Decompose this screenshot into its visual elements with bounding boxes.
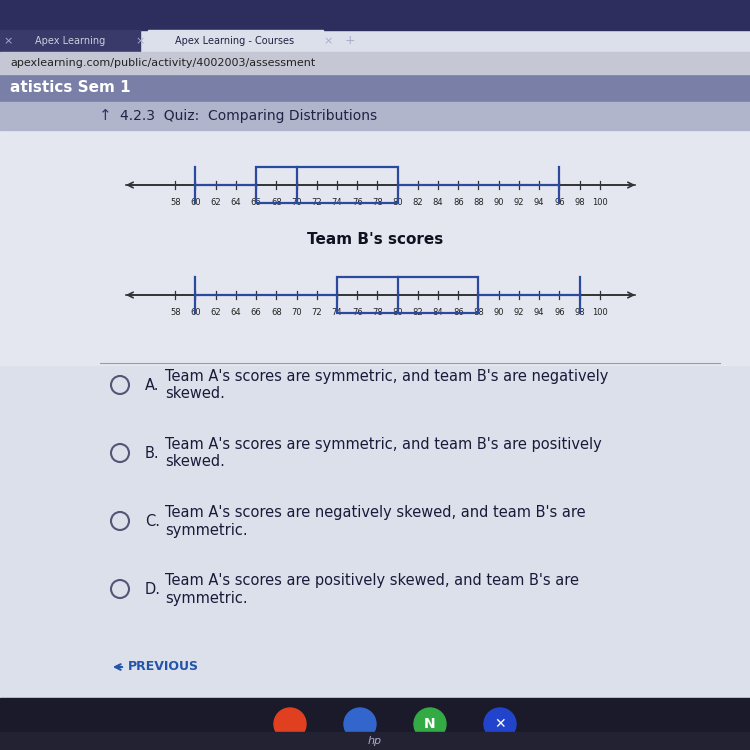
Text: 70: 70 [291, 198, 302, 207]
Text: Team A's scores are negatively skewed, and team B's are: Team A's scores are negatively skewed, a… [165, 506, 586, 520]
Text: atistics Sem 1: atistics Sem 1 [10, 80, 130, 95]
Text: 94: 94 [534, 308, 544, 317]
Text: ×: × [323, 36, 333, 46]
Text: Team A's scores are positively skewed, and team B's are: Team A's scores are positively skewed, a… [165, 574, 579, 589]
Text: symmetric.: symmetric. [165, 590, 248, 605]
Text: ✕: ✕ [494, 717, 506, 731]
Text: 76: 76 [352, 308, 362, 317]
Text: 4.2.3  Quiz:  Comparing Distributions: 4.2.3 Quiz: Comparing Distributions [120, 109, 377, 123]
Bar [256, 167, 398, 203]
Text: 66: 66 [251, 308, 262, 317]
Text: D.: D. [145, 581, 161, 596]
Text: B.: B. [145, 446, 160, 460]
Bar [148, 30, 323, 52]
Text: Apex Learning - Courses: Apex Learning - Courses [176, 36, 295, 46]
Text: Team A's scores are symmetric, and team B's are negatively: Team A's scores are symmetric, and team … [165, 370, 608, 385]
Text: 78: 78 [372, 308, 382, 317]
Text: 100: 100 [592, 198, 608, 207]
Text: 68: 68 [271, 308, 282, 317]
Text: 72: 72 [311, 198, 322, 207]
Text: ×: × [3, 36, 13, 46]
Text: PREVIOUS: PREVIOUS [128, 661, 199, 674]
Text: A.: A. [145, 377, 160, 392]
Text: 90: 90 [494, 198, 504, 207]
Text: 70: 70 [291, 308, 302, 317]
Text: 80: 80 [392, 308, 403, 317]
Circle shape [344, 708, 376, 740]
Bar [0, 732, 750, 750]
Text: 64: 64 [230, 198, 242, 207]
Bar [0, 102, 750, 130]
Bar [337, 277, 478, 313]
Text: ×: × [135, 36, 145, 46]
Text: 96: 96 [554, 198, 565, 207]
Text: 88: 88 [473, 308, 484, 317]
Text: +: + [345, 34, 355, 47]
Text: apexlearning.com/public/activity/4002003/assessment: apexlearning.com/public/activity/4002003… [10, 58, 315, 68]
Text: 74: 74 [332, 308, 342, 317]
Bar [0, 0, 750, 30]
Text: 78: 78 [372, 198, 382, 207]
Bar [0, 74, 750, 102]
Text: N: N [424, 717, 436, 731]
Bar [0, 130, 750, 365]
Text: C.: C. [145, 514, 160, 529]
Bar [0, 52, 750, 74]
Text: 82: 82 [413, 198, 423, 207]
Text: 60: 60 [190, 198, 201, 207]
Text: ↑: ↑ [99, 109, 111, 124]
Circle shape [414, 708, 446, 740]
Text: 98: 98 [574, 198, 585, 207]
Text: 82: 82 [413, 308, 423, 317]
Text: 98: 98 [574, 308, 585, 317]
Text: symmetric.: symmetric. [165, 523, 248, 538]
Text: 100: 100 [592, 308, 608, 317]
Text: 96: 96 [554, 308, 565, 317]
Circle shape [484, 708, 516, 740]
Text: skewed.: skewed. [165, 454, 225, 470]
Text: 64: 64 [230, 308, 242, 317]
Text: 58: 58 [170, 198, 181, 207]
Text: 80: 80 [392, 198, 403, 207]
Text: Team B's scores: Team B's scores [307, 232, 443, 248]
Text: 86: 86 [453, 198, 464, 207]
Text: 60: 60 [190, 308, 201, 317]
Text: 88: 88 [473, 198, 484, 207]
Text: 92: 92 [514, 308, 524, 317]
Text: 72: 72 [311, 308, 322, 317]
Text: 62: 62 [210, 198, 221, 207]
Text: hp: hp [368, 736, 382, 746]
Text: 58: 58 [170, 308, 181, 317]
Text: 62: 62 [210, 308, 221, 317]
Text: 86: 86 [453, 308, 464, 317]
Text: 92: 92 [514, 198, 524, 207]
Bar [0, 30, 140, 52]
Text: 68: 68 [271, 198, 282, 207]
Text: 76: 76 [352, 198, 362, 207]
Text: 90: 90 [494, 308, 504, 317]
Text: Apex Learning: Apex Learning [34, 36, 105, 46]
Bar [0, 698, 750, 750]
Text: 84: 84 [433, 198, 443, 207]
Text: 94: 94 [534, 198, 544, 207]
Text: skewed.: skewed. [165, 386, 225, 401]
Circle shape [274, 708, 306, 740]
Text: Team A's scores are symmetric, and team B's are positively: Team A's scores are symmetric, and team … [165, 437, 602, 452]
Text: 66: 66 [251, 198, 262, 207]
Text: 74: 74 [332, 198, 342, 207]
Text: 84: 84 [433, 308, 443, 317]
